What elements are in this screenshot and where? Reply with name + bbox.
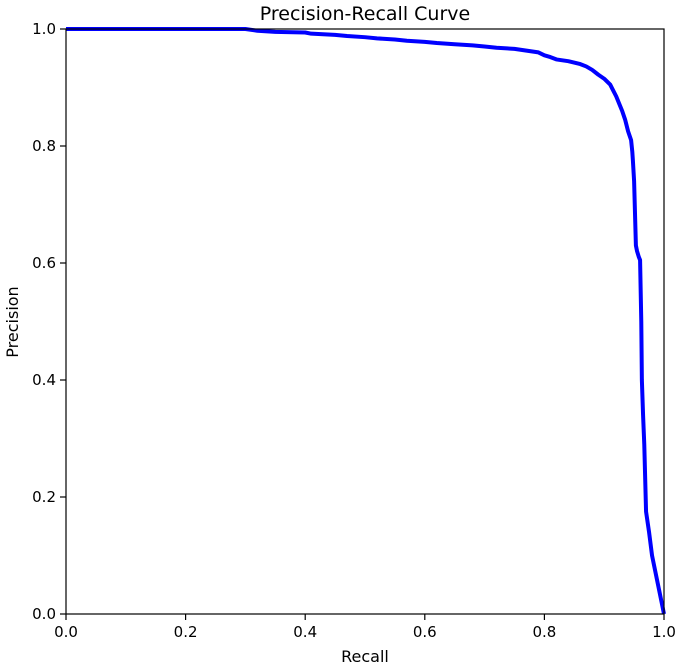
y-tick-label: 1.0 xyxy=(32,20,56,38)
plot-frame xyxy=(65,28,665,615)
y-tick-label: 0.8 xyxy=(32,137,56,155)
x-tick-label: 1.0 xyxy=(652,623,676,641)
x-tick-label: 0.6 xyxy=(413,623,437,641)
y-tick-label: 0.4 xyxy=(32,371,56,389)
y-tick-label: 0.2 xyxy=(32,488,56,506)
x-tick-label: 0.0 xyxy=(54,623,78,641)
y-tick-label: 0.6 xyxy=(32,254,56,272)
pr-curve-line xyxy=(66,27,666,615)
chart-title: Precision-Recall Curve xyxy=(260,3,470,25)
y-tick-label: 0.0 xyxy=(32,605,56,623)
x-tick-label: 0.4 xyxy=(293,623,317,641)
plot-area: 0.0 0.2 0.4 0.6 0.8 1.0 0.0 0.2 0.4 0.6 0.8 1.0 xyxy=(32,20,676,641)
x-tick-label: 0.2 xyxy=(174,623,198,641)
x-axis-label: Recall xyxy=(341,647,389,666)
x-tick-label: 0.8 xyxy=(532,623,556,641)
y-axis-label: Precision xyxy=(3,286,22,357)
